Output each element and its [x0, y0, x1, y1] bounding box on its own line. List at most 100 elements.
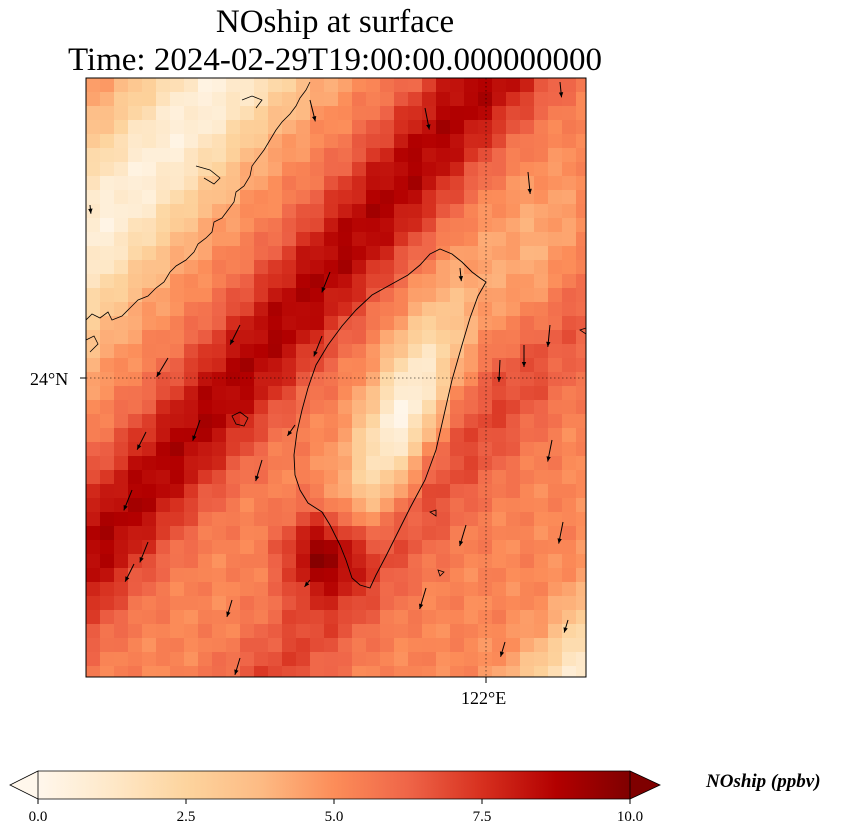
field-cell: [198, 344, 213, 359]
field-cell: [408, 274, 423, 289]
field-cell: [422, 484, 437, 499]
field-cell: [114, 204, 129, 219]
field-cell: [226, 134, 241, 149]
field-cell: [464, 568, 479, 583]
field-cell: [226, 288, 241, 303]
field-cell: [352, 540, 367, 555]
field-cell: [506, 372, 521, 387]
field-cell: [100, 456, 115, 471]
field-cell: [492, 204, 507, 219]
field-cell: [520, 218, 535, 233]
field-cell: [184, 302, 199, 317]
field-cell: [506, 246, 521, 261]
field-cell: [324, 442, 339, 457]
field-cell: [548, 274, 563, 289]
field-cell: [212, 554, 227, 569]
field-cell: [562, 120, 577, 135]
field-cell: [492, 120, 507, 135]
field-cell: [380, 316, 395, 331]
field-cell: [422, 148, 437, 163]
field-cell: [576, 470, 586, 485]
field-cell: [548, 400, 563, 415]
field-cell: [198, 414, 213, 429]
field-cell: [422, 78, 437, 93]
field-cell: [310, 456, 325, 471]
field-cell: [86, 596, 101, 611]
field-cell: [100, 666, 115, 677]
field-cell: [464, 638, 479, 653]
field-cell: [380, 78, 395, 93]
field-cell: [520, 456, 535, 471]
field-cell: [282, 484, 297, 499]
field-cell: [86, 162, 101, 177]
field-cell: [226, 218, 241, 233]
field-cell: [254, 190, 269, 205]
field-cell: [268, 428, 283, 443]
field-cell: [576, 582, 586, 597]
field-cell: [310, 120, 325, 135]
field-cell: [170, 78, 185, 93]
field-cell: [562, 358, 577, 373]
concentration-field: [86, 78, 586, 677]
field-cell: [492, 568, 507, 583]
field-cell: [380, 106, 395, 121]
field-cell: [226, 582, 241, 597]
field-cell: [114, 176, 129, 191]
field-cell: [142, 470, 157, 485]
field-cell: [226, 652, 241, 667]
field-cell: [492, 162, 507, 177]
field-cell: [324, 456, 339, 471]
field-cell: [310, 260, 325, 275]
field-cell: [114, 288, 129, 303]
field-cell: [422, 386, 437, 401]
field-cell: [506, 582, 521, 597]
field-cell: [240, 316, 255, 331]
field-cell: [240, 232, 255, 247]
field-cell: [156, 442, 171, 457]
field-cell: [408, 232, 423, 247]
field-cell: [324, 232, 339, 247]
field-cell: [520, 386, 535, 401]
field-cell: [450, 92, 465, 107]
field-cell: [576, 162, 586, 177]
field-cell: [268, 596, 283, 611]
field-cell: [422, 106, 437, 121]
field-cell: [142, 204, 157, 219]
field-cell: [436, 162, 451, 177]
field-cell: [226, 442, 241, 457]
field-cell: [254, 498, 269, 513]
field-cell: [184, 106, 199, 121]
field-cell: [100, 372, 115, 387]
field-cell: [436, 484, 451, 499]
field-cell: [128, 638, 143, 653]
field-cell: [254, 540, 269, 555]
field-cell: [296, 610, 311, 625]
field-cell: [296, 134, 311, 149]
field-cell: [436, 540, 451, 555]
field-cell: [240, 498, 255, 513]
field-cell: [548, 652, 563, 667]
field-cell: [534, 624, 549, 639]
field-cell: [520, 78, 535, 93]
field-cell: [422, 232, 437, 247]
field-cell: [254, 204, 269, 219]
field-cell: [310, 190, 325, 205]
field-cell: [226, 526, 241, 541]
wind-arrow-head: [255, 475, 260, 482]
field-cell: [86, 386, 101, 401]
field-cell: [548, 386, 563, 401]
field-cell: [240, 610, 255, 625]
field-cell: [422, 274, 437, 289]
field-cell: [408, 92, 423, 107]
field-cell: [394, 246, 409, 261]
colorbar-extend-max: [629, 770, 661, 800]
field-cell: [156, 260, 171, 275]
field-cell: [156, 540, 171, 555]
field-cell: [156, 120, 171, 135]
field-cell: [86, 120, 101, 135]
field-cell: [506, 386, 521, 401]
field-cell: [86, 246, 101, 261]
field-cell: [324, 176, 339, 191]
field-cell: [366, 372, 381, 387]
field-cell: [170, 330, 185, 345]
